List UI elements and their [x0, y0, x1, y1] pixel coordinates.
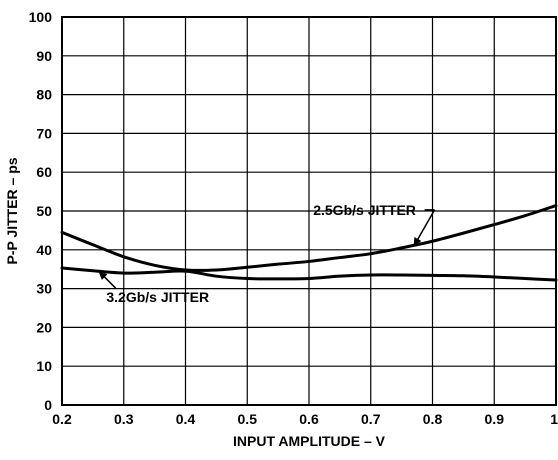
x-tick-label: 0.2 — [52, 411, 72, 427]
y-tick-label: 30 — [36, 281, 52, 297]
y-tick-label: 80 — [36, 87, 52, 103]
series-layer — [60, 204, 558, 282]
y-tick-label: 40 — [36, 242, 52, 258]
x-tick-label: 0.3 — [114, 411, 134, 427]
annotation-layer: 2.5Gb/s JITTER 3.2Gb/s JITTER — [98, 202, 436, 305]
y-tick-label: 70 — [36, 125, 52, 141]
plot-frame — [61, 16, 557, 406]
series-line-1 — [60, 204, 558, 272]
x-tick-label: 0.9 — [485, 411, 505, 427]
annotation-arrow — [98, 270, 117, 289]
y-axis-ticks: 0 10 20 30 40 50 60 70 80 90 100 — [29, 9, 53, 413]
y-tick-label: 50 — [36, 203, 52, 219]
x-tick-label: 0.7 — [361, 411, 381, 427]
y-tick-label: 90 — [36, 48, 52, 64]
x-axis-title: INPUT AMPLITUDE – V — [233, 433, 386, 449]
y-tick-label: 0 — [44, 397, 52, 413]
annotation-arrow — [413, 209, 436, 247]
y-tick-label: 10 — [36, 358, 52, 374]
y-axis-title: P-P JITTER – ps — [4, 157, 20, 264]
y-tick-label: 100 — [29, 9, 53, 25]
y-tick-label: 20 — [36, 319, 52, 335]
series-line-2 — [60, 266, 558, 282]
grid — [62, 17, 556, 405]
x-tick-label: 0.8 — [423, 411, 443, 427]
x-tick-label: 0.4 — [176, 411, 196, 427]
y-tick-label: 60 — [36, 164, 52, 180]
x-tick-label: 0.6 — [299, 411, 319, 427]
x-tick-label: 1 — [550, 411, 558, 427]
x-axis-ticks: 0.2 0.3 0.4 0.5 0.6 0.7 0.8 0.9 1 — [52, 411, 558, 427]
x-tick-label: 0.5 — [238, 411, 258, 427]
annotation-label: 2.5Gb/s JITTER — [313, 202, 416, 218]
annotation-label: 3.2Gb/s JITTER — [106, 289, 209, 305]
